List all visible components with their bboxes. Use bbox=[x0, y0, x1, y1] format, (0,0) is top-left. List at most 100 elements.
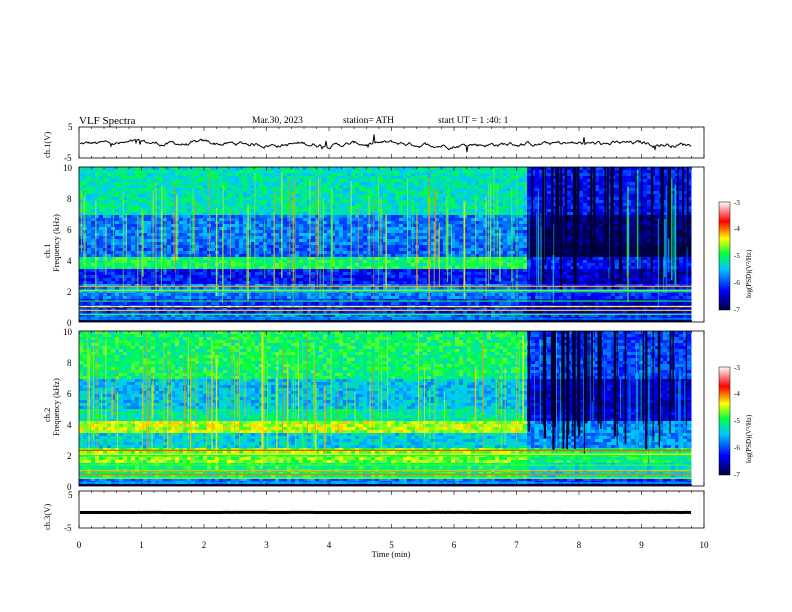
ch1-spectrogram-cell bbox=[311, 314, 315, 317]
ch1-spectrogram-cell bbox=[87, 173, 91, 176]
ch1-spectrogram-cell bbox=[187, 311, 191, 314]
ch1-spectrogram-cell bbox=[279, 245, 283, 248]
ch1-spectrogram-cell bbox=[375, 251, 379, 254]
ch1-spectrogram-cell bbox=[135, 179, 139, 182]
ch1-spectrogram-cell bbox=[343, 209, 347, 212]
ch1-spectrogram-cell bbox=[259, 191, 263, 194]
ch1-spectrogram-cell bbox=[211, 167, 215, 170]
ch1-spectrogram-cell bbox=[79, 287, 83, 290]
ch1-spectrogram-cell bbox=[351, 245, 355, 248]
ch1-spectrogram-cell bbox=[435, 296, 439, 299]
ch1-spectrogram-cell bbox=[223, 176, 227, 179]
ch1-spectrogram-cell bbox=[79, 311, 83, 314]
ch1-spectrogram-cell bbox=[119, 266, 123, 269]
ch1-spectrogram-cell bbox=[119, 311, 123, 314]
ch1-spectrogram-cell bbox=[347, 269, 351, 272]
ch1-spectrogram-cell bbox=[227, 176, 231, 179]
ch1-spectrogram-cell bbox=[371, 170, 375, 173]
ch1-spectrogram-cell bbox=[375, 212, 379, 215]
ch1-spectrogram-cell bbox=[267, 173, 271, 176]
ch1-spectrogram-cell bbox=[371, 212, 375, 215]
ch1-spectrogram-cell bbox=[391, 182, 395, 185]
ch1-spectrogram-cell bbox=[143, 251, 147, 254]
ch1-spectrogram-cell bbox=[343, 272, 347, 275]
ch1-spectrogram-cell bbox=[435, 278, 439, 281]
ch1-spectrogram-cell bbox=[243, 254, 247, 257]
ch1-spectrogram-cell bbox=[183, 185, 187, 188]
ch1-spectrogram-cell bbox=[179, 302, 183, 305]
ch1-spectrogram-cell bbox=[231, 224, 235, 227]
ch1-spectrogram-cell bbox=[171, 224, 175, 227]
ch1-spectrogram-cell bbox=[407, 197, 411, 200]
ch1-spectrogram-cell bbox=[227, 296, 231, 299]
ch1-spectrogram-cell bbox=[311, 224, 315, 227]
ch1-spectrogram-cell bbox=[187, 245, 191, 248]
ch1-spectrogram-cell bbox=[279, 302, 283, 305]
ch1-spectrogram-cell bbox=[419, 194, 423, 197]
ch1-spectrogram-cell bbox=[107, 194, 111, 197]
ch1-spectrogram-cell bbox=[195, 254, 199, 257]
ch1-spectrogram-cell bbox=[355, 212, 359, 215]
ch1-spectrogram-cell bbox=[119, 260, 123, 263]
ch1-spectrogram-cell bbox=[407, 173, 411, 176]
ch1-spectrogram-cell bbox=[435, 251, 439, 254]
ch1-spectrogram-cell bbox=[403, 254, 407, 257]
ch1-spectrogram-cell bbox=[315, 296, 319, 299]
ch1-spectrogram-cell bbox=[283, 284, 287, 287]
ch1-spectrogram-cell bbox=[287, 236, 291, 239]
ch1-spectrogram-cell bbox=[335, 308, 339, 311]
ch1-spectrogram-cell bbox=[279, 263, 283, 266]
ch1-spectrogram-cell bbox=[399, 308, 403, 311]
ch1-spectrogram-cell bbox=[99, 227, 103, 230]
ch1-spectrogram-cell bbox=[343, 260, 347, 263]
ch1-spectrogram-cell bbox=[347, 203, 351, 206]
ch1-spectrogram-cell bbox=[407, 260, 411, 263]
ch1-spectrogram-cell bbox=[159, 206, 163, 209]
ch1-spectrogram-cell bbox=[187, 263, 191, 266]
ch1-spectrogram-cell bbox=[399, 176, 403, 179]
ch1-spectrogram-cell bbox=[275, 245, 279, 248]
ch1-spectrogram-cell bbox=[103, 197, 107, 200]
ch1-spectrogram-cell bbox=[243, 182, 247, 185]
ch1-spectrogram-cell bbox=[435, 209, 439, 212]
ch1-spectrogram-cell bbox=[215, 179, 219, 182]
ch1-spectrogram-cell bbox=[123, 314, 127, 317]
ch1-spectrogram-cell bbox=[339, 284, 343, 287]
ch1-spectrogram-cell bbox=[183, 245, 187, 248]
ch1-spectrogram-cell bbox=[395, 191, 399, 194]
ch1-spectrogram-cell bbox=[363, 179, 367, 182]
ch1-spectrogram-cell bbox=[111, 182, 115, 185]
ch1-spectrogram-cell bbox=[403, 233, 407, 236]
ch1-spectrogram-cell bbox=[407, 170, 411, 173]
ch1-spectrogram-cell bbox=[87, 236, 91, 239]
ch1-spectrogram-cell bbox=[291, 308, 295, 311]
ch1-spectrogram-cell bbox=[371, 302, 375, 305]
ch1-spectrogram-cell bbox=[443, 203, 447, 206]
ch1-spectrogram-cell bbox=[147, 314, 151, 317]
ch1-spectrogram-cell bbox=[247, 167, 251, 170]
ch1-spectrogram-cell bbox=[183, 263, 187, 266]
ch1-spectrogram-cell bbox=[111, 170, 115, 173]
ch1-spectrogram-cell bbox=[187, 287, 191, 290]
ch1-spectrogram-cell bbox=[179, 269, 183, 272]
ch1-spectrogram-cell bbox=[383, 194, 387, 197]
ch1-spectrogram-cell bbox=[91, 179, 95, 182]
ch1-spectrogram-cell bbox=[379, 311, 383, 314]
ch1-spectrogram-cell bbox=[279, 212, 283, 215]
ch1-spectrogram-cell bbox=[175, 293, 179, 296]
ch1-spectrogram-cell bbox=[375, 293, 379, 296]
ch1-spectrogram-cell bbox=[183, 203, 187, 206]
ch1-spectrogram-cell bbox=[331, 296, 335, 299]
ch1-spectrogram-cell bbox=[215, 194, 219, 197]
ch1-spectrogram-cell bbox=[355, 242, 359, 245]
ch1-spectrogram-cell bbox=[443, 263, 447, 266]
ch1-spectrogram-cell bbox=[235, 242, 239, 245]
ch1-spectrogram-cell bbox=[379, 266, 383, 269]
ch1-spectrogram-cell bbox=[259, 242, 263, 245]
ch1-spectrogram-cell bbox=[227, 236, 231, 239]
ch1-spectrogram-cell bbox=[315, 185, 319, 188]
ch1-spectrogram-cell bbox=[231, 212, 235, 215]
ch1-spectrogram-cell bbox=[443, 269, 447, 272]
ch1-spectrogram-cell bbox=[87, 224, 91, 227]
ch1-spectrogram-cell bbox=[271, 194, 275, 197]
